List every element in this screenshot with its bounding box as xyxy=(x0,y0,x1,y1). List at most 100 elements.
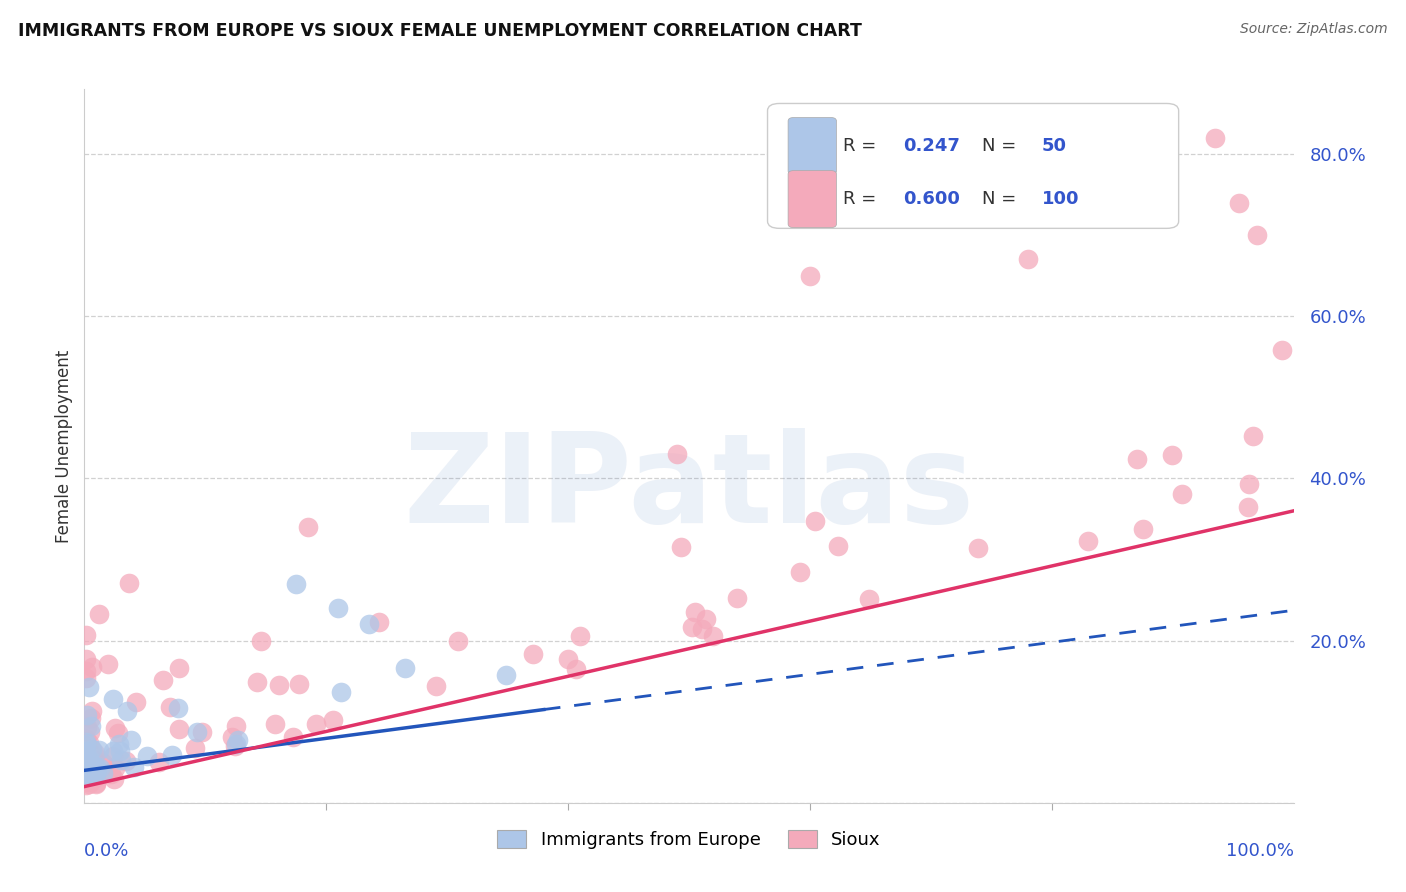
Point xyxy=(191,724,214,739)
Point xyxy=(75,753,97,767)
Point xyxy=(169,661,191,675)
Point xyxy=(226,733,249,747)
Point xyxy=(75,765,97,780)
Point xyxy=(789,565,811,579)
Point xyxy=(77,752,100,766)
Point xyxy=(89,743,111,757)
Point xyxy=(695,612,717,626)
Text: IMMIGRANTS FROM EUROPE VS SIOUX FEMALE UNEMPLOYMENT CORRELATION CHART: IMMIGRANTS FROM EUROPE VS SIOUX FEMALE U… xyxy=(18,22,862,40)
Point xyxy=(1132,522,1154,536)
Point xyxy=(86,761,108,775)
Point xyxy=(75,744,97,758)
Point xyxy=(692,622,714,636)
Text: N =: N = xyxy=(981,190,1022,208)
Point xyxy=(522,647,544,661)
Point xyxy=(84,747,107,761)
Point xyxy=(330,685,353,699)
Point xyxy=(858,592,880,607)
Point xyxy=(167,700,190,714)
Legend: Immigrants from Europe, Sioux: Immigrants from Europe, Sioux xyxy=(492,825,886,855)
Point xyxy=(1126,452,1149,467)
Point xyxy=(80,741,103,756)
Point xyxy=(100,767,122,781)
Point xyxy=(76,756,98,771)
Point xyxy=(122,759,145,773)
Text: 0.247: 0.247 xyxy=(903,137,960,155)
Point xyxy=(225,719,247,733)
Point xyxy=(665,447,688,461)
Point xyxy=(495,668,517,682)
Text: 100: 100 xyxy=(1042,190,1080,208)
Point xyxy=(297,520,319,534)
Point xyxy=(1236,500,1258,514)
Point xyxy=(186,725,208,739)
Point xyxy=(827,539,849,553)
Point xyxy=(83,763,105,777)
Point xyxy=(77,777,100,791)
Text: N =: N = xyxy=(981,137,1022,155)
Point xyxy=(75,766,97,780)
Point xyxy=(683,605,706,619)
Point xyxy=(287,677,309,691)
Point xyxy=(967,541,990,555)
FancyBboxPatch shape xyxy=(789,118,837,175)
Text: Source: ZipAtlas.com: Source: ZipAtlas.com xyxy=(1240,22,1388,37)
Point xyxy=(75,748,97,763)
Point xyxy=(75,759,97,773)
Point xyxy=(75,770,97,784)
Point xyxy=(79,724,101,739)
Point xyxy=(1237,476,1260,491)
Point xyxy=(82,772,104,786)
FancyBboxPatch shape xyxy=(789,170,837,227)
Point xyxy=(1241,429,1264,443)
Text: 50: 50 xyxy=(1042,137,1067,155)
Point xyxy=(82,660,104,674)
Text: 0.0%: 0.0% xyxy=(84,842,129,860)
Point xyxy=(91,766,114,780)
Point xyxy=(75,742,97,756)
Point xyxy=(1170,487,1192,501)
Point xyxy=(160,748,183,763)
Point xyxy=(104,721,127,735)
Point xyxy=(221,730,243,744)
Point xyxy=(159,700,181,714)
Point xyxy=(75,749,97,764)
Point xyxy=(75,671,97,685)
Point xyxy=(75,735,97,749)
Point xyxy=(281,730,304,744)
Point xyxy=(669,540,692,554)
Point xyxy=(120,733,142,747)
Point xyxy=(87,607,110,621)
Point xyxy=(1160,449,1182,463)
Point xyxy=(84,749,107,764)
Point xyxy=(75,652,97,666)
Point xyxy=(108,737,131,751)
Point xyxy=(328,601,350,615)
Point xyxy=(76,707,98,722)
Point xyxy=(114,754,136,768)
Point xyxy=(322,713,344,727)
Point xyxy=(702,629,724,643)
Y-axis label: Female Unemployment: Female Unemployment xyxy=(55,350,73,542)
Point xyxy=(108,744,131,758)
Point xyxy=(101,748,124,763)
Text: R =: R = xyxy=(842,137,882,155)
Point xyxy=(725,591,748,605)
Point xyxy=(246,674,269,689)
Point xyxy=(117,704,139,718)
Point xyxy=(75,752,97,766)
Text: 0.600: 0.600 xyxy=(903,190,960,208)
Point xyxy=(305,717,328,731)
Text: R =: R = xyxy=(842,190,882,208)
Point xyxy=(75,628,97,642)
Point xyxy=(284,577,308,591)
Point xyxy=(75,775,97,789)
Point xyxy=(557,652,579,666)
Point xyxy=(80,719,103,733)
Point xyxy=(80,742,103,756)
Point xyxy=(75,767,97,781)
Point xyxy=(250,634,273,648)
Point xyxy=(75,664,97,678)
Point xyxy=(89,761,111,775)
Point xyxy=(75,756,97,771)
